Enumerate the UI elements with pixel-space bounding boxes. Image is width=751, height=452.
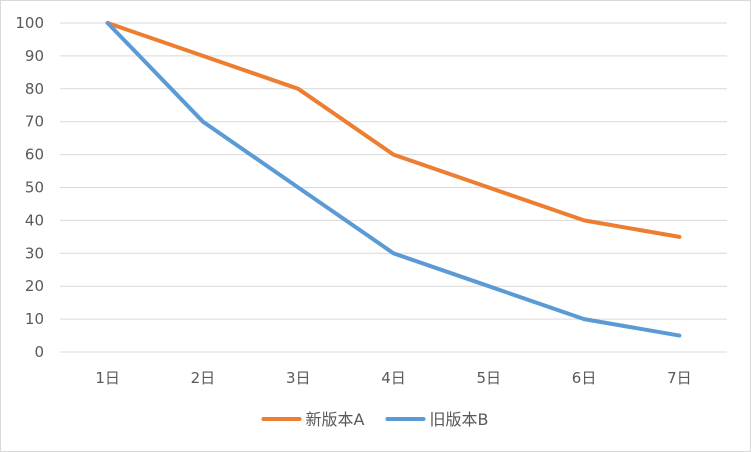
legend-label: 旧版本B bbox=[430, 410, 489, 429]
y-tick-label: 50 bbox=[25, 179, 44, 197]
y-tick-label: 40 bbox=[25, 211, 44, 229]
series-line-0 bbox=[105, 21, 682, 239]
y-tick-label: 10 bbox=[25, 310, 44, 328]
y-tick-label: 80 bbox=[25, 80, 44, 98]
x-tick-label: 2日 bbox=[191, 369, 216, 387]
y-tick-label: 60 bbox=[25, 146, 44, 164]
y-tick-label: 70 bbox=[25, 113, 44, 131]
legend-item-0: 新版本A bbox=[261, 410, 365, 429]
x-tick-label: 4日 bbox=[381, 369, 406, 387]
y-tick-label: 20 bbox=[25, 277, 44, 295]
y-tick-label: 100 bbox=[15, 14, 44, 32]
series-lines bbox=[105, 21, 682, 338]
gridlines bbox=[60, 22, 727, 353]
x-tick-label: 1日 bbox=[95, 369, 120, 387]
x-tick-label: 6日 bbox=[572, 369, 597, 387]
legend-item-1: 旧版本B bbox=[385, 410, 489, 429]
x-tick-label: 7日 bbox=[667, 369, 692, 387]
legend: 新版本A 旧版本B bbox=[261, 410, 489, 429]
x-axis-tick-labels: 1日 2日 3日 4日 5日 6日 7日 bbox=[95, 369, 691, 387]
y-tick-label: 30 bbox=[25, 244, 44, 262]
legend-label: 新版本A bbox=[306, 410, 365, 429]
y-tick-label: 90 bbox=[25, 47, 44, 65]
x-tick-label: 5日 bbox=[477, 369, 502, 387]
series-line-1 bbox=[105, 21, 682, 338]
y-axis-tick-labels: 0 10 20 30 40 50 60 70 80 90 100 bbox=[15, 14, 44, 361]
x-tick-label: 3日 bbox=[286, 369, 311, 387]
y-tick-label: 0 bbox=[34, 343, 44, 361]
